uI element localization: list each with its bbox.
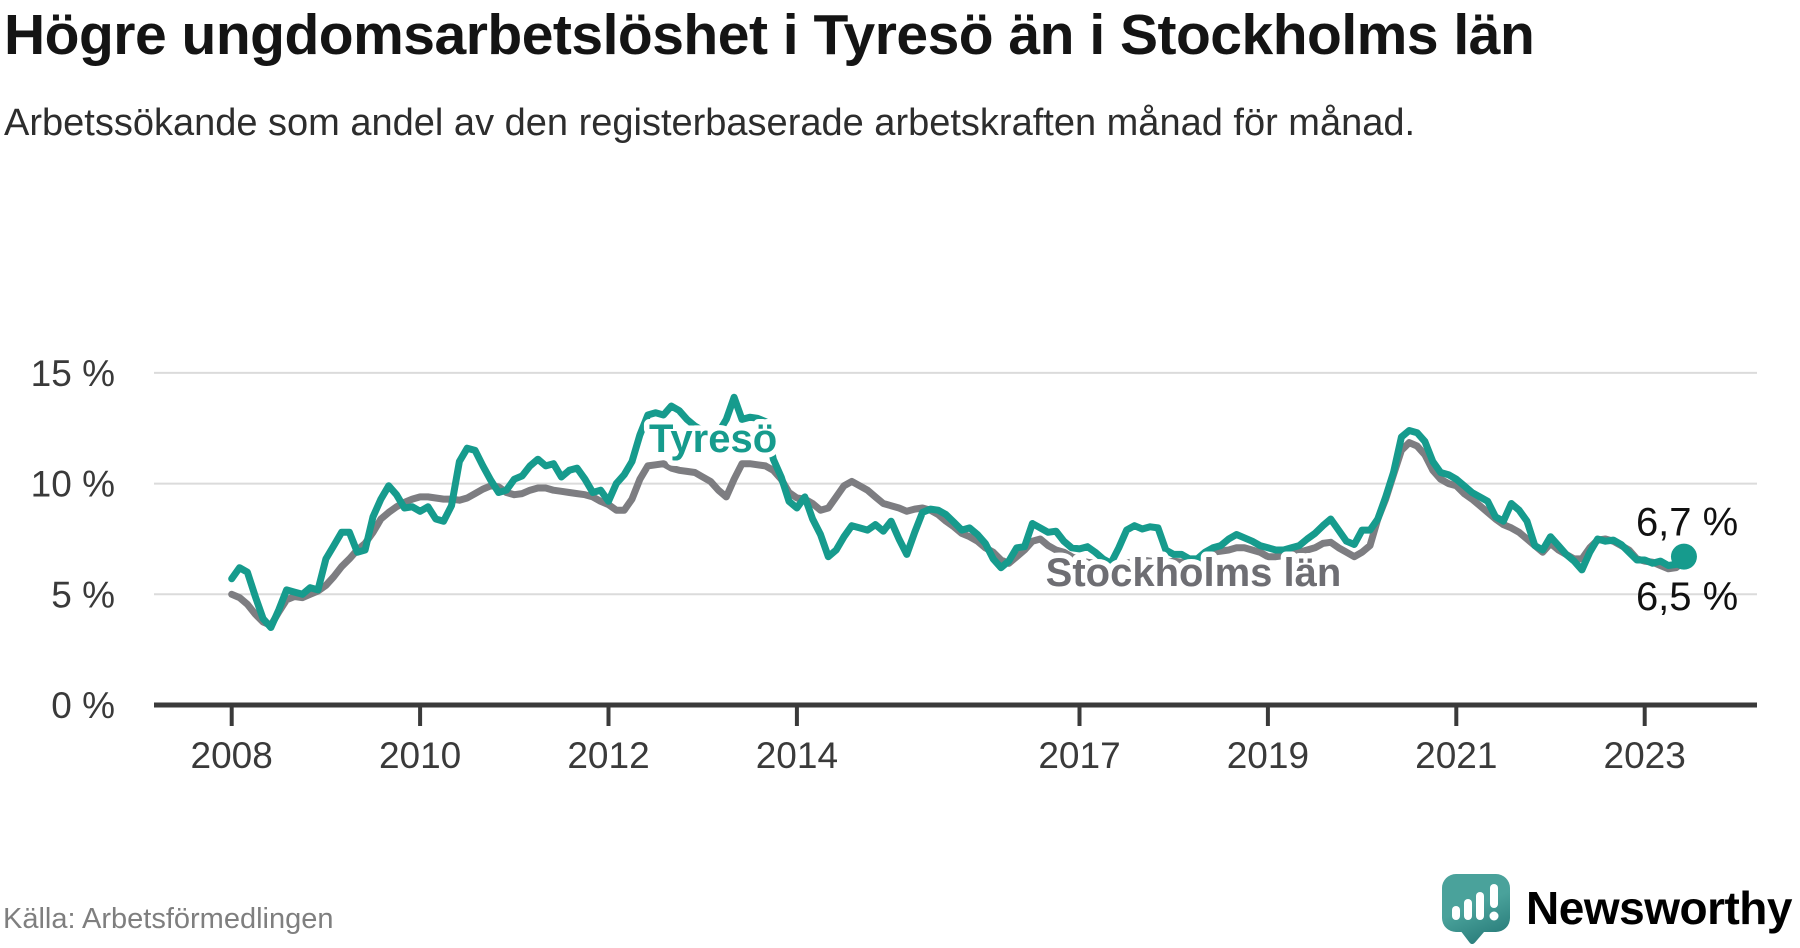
chart-subtitle: Arbetssökande som andel av den registerb… (4, 102, 1416, 145)
x-axis-tick-label: 2019 (1227, 735, 1309, 776)
series-end-value-label: 6,5 % (1636, 575, 1738, 619)
y-axis-tick-label: 10 % (31, 464, 115, 505)
newsworthy-bubble-chart-icon (1442, 874, 1511, 944)
series-end-value-label: 6,7 % (1636, 501, 1738, 545)
newsworthy-wordmark: Newsworthy (1526, 882, 1792, 934)
series-line-tyreso (228, 393, 1688, 631)
x-axis-tick-label: 2023 (1604, 735, 1686, 776)
x-axis-tick-label: 2010 (379, 735, 461, 776)
y-axis-tick-label: 5 % (51, 574, 115, 615)
x-axis-tick-label: 2012 (567, 735, 649, 776)
x-axis-tick-label: 2014 (756, 735, 838, 776)
x-axis-tick-label: 2017 (1038, 735, 1120, 776)
series-end-dot (1670, 543, 1697, 570)
y-axis-tick-label: 15 % (31, 353, 115, 394)
newsworthy-logo: Newsworthy (1440, 872, 1792, 944)
chart-title: Högre ungdomsarbetslöshet i Tyresö än i … (4, 3, 1535, 67)
x-axis-tick-label: 2008 (191, 735, 273, 776)
source-note: Källa: Arbetsförmedlingen (3, 903, 334, 935)
series-inline-label: Stockholms län (1046, 551, 1342, 595)
y-axis-tick-label: 0 % (51, 685, 115, 726)
chart-header: Högre ungdomsarbetslöshet i Tyresö än i … (4, 2, 1535, 150)
x-axis-tick-label: 2021 (1415, 735, 1497, 776)
series-line-stockholm (228, 439, 1688, 629)
series-inline-label: Tyresö (649, 417, 777, 461)
